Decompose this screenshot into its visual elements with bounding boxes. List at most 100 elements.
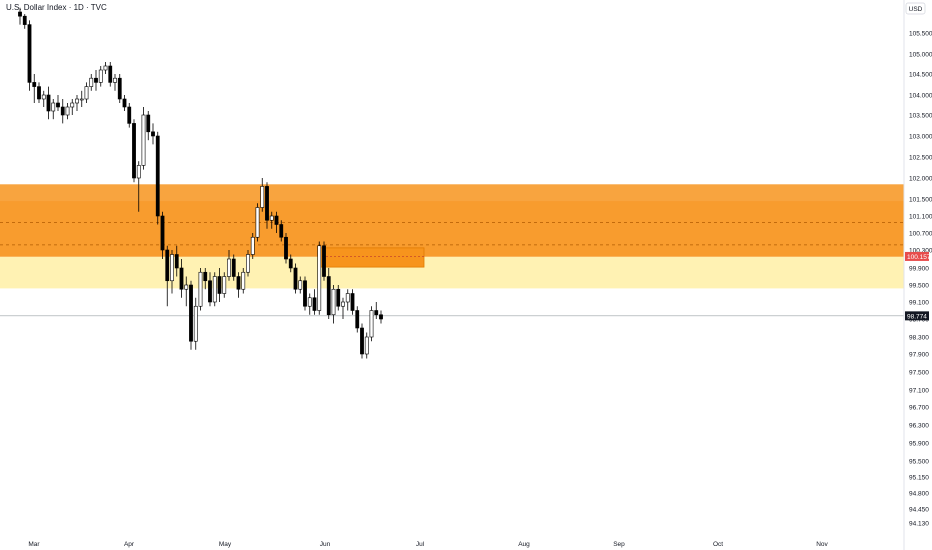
candle <box>117 74 122 103</box>
candle-body <box>51 102 56 112</box>
candle-body <box>94 77 98 83</box>
candle-body <box>75 98 79 104</box>
candle <box>231 254 236 281</box>
candle <box>208 272 212 307</box>
candle <box>288 254 293 273</box>
candle-body <box>293 267 298 290</box>
candle <box>265 182 269 229</box>
y-tick-label: 95.500 <box>909 459 929 466</box>
candle-body <box>117 77 122 100</box>
x-tick-label: Aug <box>518 541 530 548</box>
candle-body <box>212 276 217 303</box>
y-tick-label: 102.500 <box>909 155 932 162</box>
candle-body <box>108 65 113 83</box>
candle <box>98 66 103 87</box>
candle <box>141 107 146 170</box>
candle <box>184 276 189 307</box>
candle-body <box>355 310 360 329</box>
y-tick-label: 103.000 <box>909 134 932 141</box>
candle-body <box>227 258 231 277</box>
y-tick-label: 95.150 <box>909 475 929 482</box>
candle <box>298 276 303 294</box>
candle-body <box>127 106 132 124</box>
candle <box>212 272 217 307</box>
x-tick-label: Apr <box>124 541 135 548</box>
candle-body <box>208 280 212 303</box>
candle-body <box>364 336 369 355</box>
candle-body <box>165 249 170 282</box>
candle <box>22 14 27 29</box>
candle <box>179 259 184 298</box>
candle-body <box>307 297 312 307</box>
candle <box>151 123 155 145</box>
candle-body <box>132 123 136 179</box>
candle <box>70 99 75 115</box>
y-tick-label: 99.500 <box>909 283 929 290</box>
candle <box>41 90 46 107</box>
candle <box>360 323 364 359</box>
candle-body <box>18 11 22 17</box>
candle <box>293 263 298 294</box>
candle-body <box>98 69 103 83</box>
y-tick-label: 104.000 <box>909 93 932 100</box>
candle <box>345 289 350 311</box>
candle-body <box>322 245 326 277</box>
candle-body <box>369 310 374 338</box>
candle-body <box>331 288 336 316</box>
last-price-tag <box>905 311 929 321</box>
candle <box>165 245 170 307</box>
candle <box>269 211 274 229</box>
candle <box>51 99 56 120</box>
candle-body <box>60 106 65 116</box>
candle-body <box>103 65 108 71</box>
y-tick-label: 97.900 <box>909 352 929 359</box>
candles-layer <box>18 7 383 359</box>
candle-body <box>279 224 284 238</box>
candle <box>160 211 165 259</box>
candle-body <box>317 245 322 311</box>
candle-body <box>345 293 350 303</box>
candle <box>108 62 113 87</box>
y-tick-label: 100.300 <box>909 248 932 255</box>
candle-body <box>284 236 288 260</box>
candle-body <box>65 106 70 116</box>
candle-body <box>89 77 94 87</box>
y-tick-label: 98.300 <box>909 335 929 342</box>
candle <box>279 220 284 242</box>
candle-body <box>41 94 46 100</box>
candle-body <box>37 86 41 100</box>
candle <box>136 161 141 212</box>
y-tick-label: 99.900 <box>909 266 929 273</box>
candle-body <box>122 98 127 108</box>
candle-body <box>222 276 227 294</box>
candle-body <box>312 297 317 311</box>
candle <box>46 86 51 120</box>
candle <box>127 103 132 128</box>
candle <box>32 74 37 103</box>
candle-body <box>269 215 274 221</box>
candle <box>374 302 379 319</box>
candle-body <box>193 305 198 342</box>
y-tick-label: 101.500 <box>909 197 932 204</box>
candle-body <box>236 276 241 290</box>
candle <box>379 310 383 324</box>
candle <box>236 272 241 298</box>
candle-body <box>231 258 236 277</box>
candle-body <box>303 280 307 307</box>
candle-body <box>246 254 250 273</box>
currency-label: USD <box>909 6 923 13</box>
candle-body <box>341 301 345 307</box>
candle <box>307 293 312 315</box>
candle-body <box>189 284 193 342</box>
candle-body <box>27 24 32 83</box>
candle-body <box>174 254 179 269</box>
candle-body <box>84 86 89 100</box>
y-tick-label: 104.500 <box>909 72 932 79</box>
candle <box>227 250 231 281</box>
currency-button[interactable] <box>905 2 926 15</box>
candle <box>331 285 336 324</box>
y-tick-label: 96.700 <box>909 405 929 412</box>
y-tick-label: 105.000 <box>909 52 932 59</box>
candle-body <box>241 271 246 290</box>
